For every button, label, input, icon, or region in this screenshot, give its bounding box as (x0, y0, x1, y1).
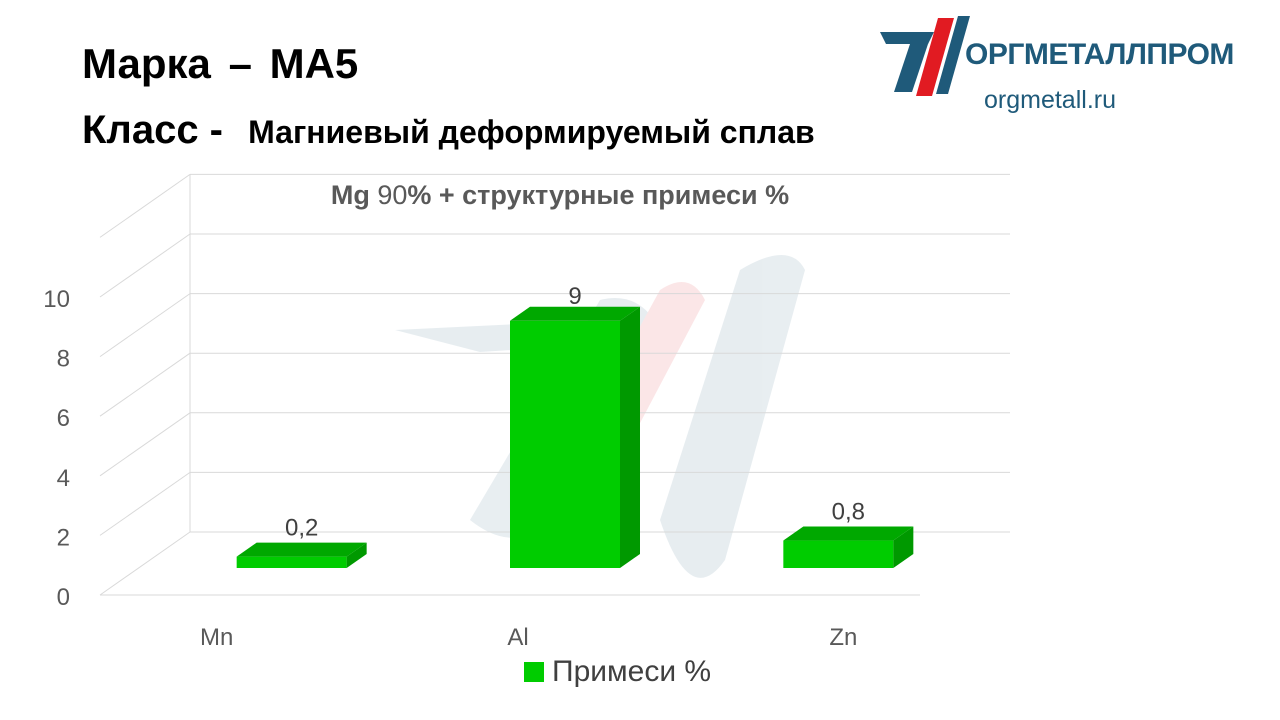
y-tick-label: 6 (57, 405, 70, 432)
bar-top (510, 306, 640, 321)
gridline-side (99, 412, 191, 477)
legend: Примеси % (524, 655, 711, 689)
x-tick-label: Zn (829, 624, 857, 651)
gridline-side (99, 531, 191, 596)
gridline-side (99, 173, 191, 238)
legend-swatch (524, 662, 544, 682)
y-tick-label: 8 (57, 346, 70, 373)
y-tick-label: 4 (57, 465, 70, 492)
bar-front (510, 320, 620, 568)
bar-side (893, 526, 914, 568)
y-axis: 0 2 4 6 8 10 (43, 286, 70, 611)
y-tick-label: 0 (57, 584, 70, 611)
grade-value: МА5 (269, 40, 359, 87)
class-title: Класс - Магниевый деформируемый сплав (82, 108, 815, 153)
x-axis: Mn Al Zn (200, 624, 857, 651)
chart-title-element: Mg (330, 180, 370, 210)
bar-side (346, 542, 367, 568)
chart-title-percent: 90 (377, 180, 408, 210)
bar-top (783, 526, 914, 541)
y-tick-label: 10 (43, 286, 70, 313)
grade-label: Марка (82, 40, 211, 87)
x-tick-label: Mn (200, 624, 233, 651)
class-label: Класс - (82, 108, 223, 152)
data-label: 0,2 (285, 515, 318, 542)
gridline-side (99, 293, 191, 358)
bar-top (236, 542, 367, 557)
legend-label: Примеси % (552, 655, 712, 688)
class-value: Магниевый деформируемый сплав (248, 114, 815, 150)
grade-dash: – (228, 40, 252, 87)
gridline-side (99, 233, 191, 298)
logo-url: orgmetall.ru (984, 86, 1116, 114)
gridline-side (99, 471, 191, 536)
chart-title-rest: % + структурные примеси % (407, 180, 790, 210)
gridline-side (99, 352, 191, 417)
x-tick-label: Al (507, 624, 528, 651)
bar-side (620, 306, 640, 568)
y-tick-label: 2 (57, 524, 70, 551)
grade-title: Марка – МА5 (82, 40, 358, 88)
data-label: 0,8 (832, 499, 865, 526)
bars (236, 306, 914, 568)
bar-front (783, 540, 894, 568)
chart-title: Mg 90% + структурные примеси % (0, 180, 1120, 211)
data-label: 9 (568, 283, 581, 310)
logo-name: ОРГМЕТАЛЛПРОМ (965, 38, 1234, 71)
data-labels: 0,2 9 0,8 (285, 283, 865, 542)
bar-front (236, 556, 347, 568)
logo-icon (880, 16, 970, 96)
